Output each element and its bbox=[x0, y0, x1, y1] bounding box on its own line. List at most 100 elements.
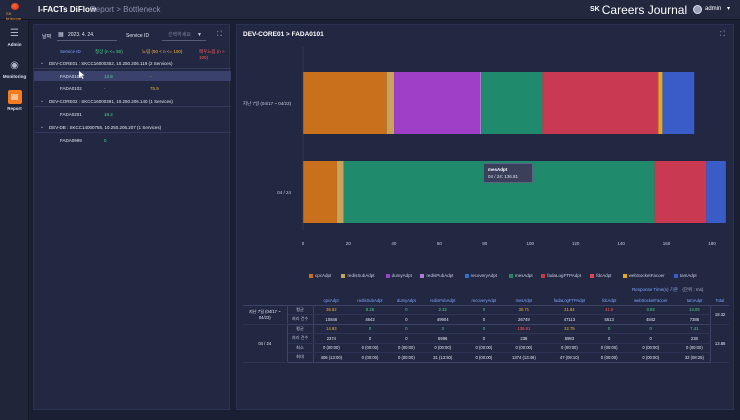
legend-swatch bbox=[673, 273, 678, 278]
legend-label: cpcAdpt bbox=[315, 273, 332, 278]
col-normal: 정상 (n <= 50) bbox=[95, 49, 123, 54]
stats-cell: 0 (00:00) bbox=[313, 343, 350, 353]
x-tick-label: 180 bbox=[708, 241, 716, 246]
legend-item[interactable]: redisPubAdpt bbox=[420, 273, 453, 278]
stats-cell: 406 (13:00) bbox=[313, 352, 350, 363]
user-avatar[interactable] bbox=[693, 5, 702, 14]
tooltip-value: 04 / 24: 136.81 bbox=[488, 174, 519, 179]
legend-item[interactable]: mesAdpt bbox=[508, 273, 533, 278]
stats-cell: 2.32 bbox=[421, 305, 464, 315]
bar-segment bbox=[654, 161, 707, 223]
tree-service-row[interactable]: FADA0201 18.2 bbox=[34, 109, 231, 119]
user-menu-chevron-icon[interactable]: ▾ bbox=[727, 6, 731, 12]
tree-service-row[interactable]: FADA0102 - 75.9 bbox=[34, 83, 231, 93]
stats-cell: 238 bbox=[504, 333, 544, 344]
service-id-placeholder: 선택하세요 bbox=[168, 32, 192, 38]
stats-column-header: tamAdpt bbox=[678, 296, 711, 306]
stats-total: 13.86 bbox=[710, 324, 729, 363]
legend-label: redisPubAdpt bbox=[426, 273, 454, 278]
logo-mark bbox=[11, 3, 19, 10]
legend-label: redisSubAdpt bbox=[347, 273, 375, 278]
date-picker[interactable]: ▦ 2023. 4. 24. bbox=[57, 30, 117, 41]
stats-cell: 5983 bbox=[543, 333, 596, 344]
tooltip-series: mesAdpt bbox=[488, 167, 508, 172]
report-icon: ▤ bbox=[7, 90, 22, 104]
expand-icon[interactable]: ⛶ bbox=[720, 31, 725, 38]
col-critical: 매우느림 (n > 100) bbox=[199, 49, 225, 60]
service-normal-value: 13.8 bbox=[104, 74, 113, 79]
stats-cell: 3 bbox=[421, 324, 464, 334]
calendar-icon: ▦ bbox=[58, 32, 64, 38]
legend-item[interactable]: fdcAdpt bbox=[590, 273, 611, 278]
stats-corner bbox=[287, 296, 313, 306]
stats-cell: 0 bbox=[623, 333, 679, 344]
legend-label: fadaLogFTPAdpt bbox=[547, 273, 581, 278]
tree-group[interactable]: ⌄ DEV-CORE02 : SKCC16000391, 10.250.206.… bbox=[34, 97, 231, 107]
legend-item[interactable]: redisSubAdpt bbox=[341, 273, 374, 278]
tree-header: Service ID 정상 (n <= 50) 느림 (50 < n <= 10… bbox=[34, 47, 231, 60]
collapse-chevron-icon[interactable]: ⌄ bbox=[40, 60, 45, 66]
stats-group-label: 지난 7일 (04/17 ~ 04/23) bbox=[243, 305, 288, 325]
stats-sub-label: 평균 bbox=[287, 324, 314, 334]
user-name[interactable]: admin bbox=[705, 6, 722, 12]
stats-cell: 26749 bbox=[504, 314, 544, 325]
stats-cell: 0 bbox=[463, 305, 505, 315]
bar-segment bbox=[657, 72, 659, 134]
stats-caption: Response Time(s) 기준 (단위 : ms) bbox=[632, 287, 703, 293]
stats-column-header: Total bbox=[710, 296, 729, 306]
logo-text: SK telecom bbox=[6, 11, 22, 21]
stats-cell: 4842 bbox=[349, 314, 391, 325]
stats-cell: 1374 (13:46) bbox=[504, 352, 544, 363]
legend-swatch bbox=[420, 273, 425, 278]
legend-swatch bbox=[508, 273, 513, 278]
x-tick-label: 60 bbox=[437, 241, 443, 246]
tree-group[interactable]: ⌄ DEV-DB : SKCC14000755, 10.250.206.207 … bbox=[34, 123, 231, 133]
tree-service-row[interactable]: FADA0999 0 bbox=[34, 135, 231, 145]
legend-item[interactable]: dumyAdpt bbox=[385, 273, 412, 278]
service-id-select[interactable]: 선택하세요 ▼ bbox=[162, 30, 206, 41]
legend-swatch bbox=[385, 273, 390, 278]
tree-service-row[interactable]: FADA0101 13.8 - bbox=[34, 71, 231, 81]
stats-group-label: 04 / 24 bbox=[243, 324, 288, 363]
legend-label: fdcAdpt bbox=[596, 273, 612, 278]
expand-icon[interactable]: ⛶ bbox=[217, 31, 222, 38]
legend-item[interactable]: webSocketFacoer bbox=[622, 273, 665, 278]
stats-cell: 0 bbox=[390, 305, 422, 315]
stats-column-header: cpcAdpt bbox=[313, 296, 350, 306]
stats-cell: 10846 bbox=[313, 314, 350, 325]
bar-segment bbox=[481, 72, 543, 134]
stats-row: 최대 406 (13:00) 0 (00:00) 0 (00:00) 31 (13:50… bbox=[243, 352, 729, 363]
side-nav: ☰ Admin ◉ Monitoring ▤ Report bbox=[0, 20, 29, 420]
stats-cell: 0 (00:00) bbox=[623, 352, 679, 363]
stats-column-header: dumyAdpt bbox=[390, 296, 422, 306]
stats-cell: 47 (09:10) bbox=[543, 352, 596, 363]
tree-group[interactable]: ⌄ DEV-CORE01 : SKCC16000352, 10.250.206.… bbox=[34, 59, 231, 69]
x-tick-label: 100 bbox=[526, 241, 534, 246]
bar-segment bbox=[662, 72, 695, 134]
legend-item[interactable]: cpcAdpt bbox=[309, 273, 331, 278]
stats-cell: 0 bbox=[390, 314, 422, 325]
stats-column-header: webSocketFacoer bbox=[623, 296, 679, 306]
service-normal-value: 0 bbox=[104, 138, 107, 143]
stats-unit: (단위 : ms) bbox=[682, 287, 704, 292]
bar-segment bbox=[336, 161, 344, 223]
bar-segment bbox=[479, 72, 482, 134]
legend-swatch bbox=[309, 273, 313, 278]
collapse-chevron-icon[interactable]: ⌄ bbox=[40, 98, 45, 104]
collapse-chevron-icon[interactable]: ⌄ bbox=[40, 124, 45, 130]
x-tick-label: 0 bbox=[302, 241, 305, 246]
bar-segment bbox=[658, 72, 663, 134]
sliders-icon: ☰ bbox=[10, 28, 19, 39]
legend-item[interactable]: tamAdpt bbox=[673, 273, 697, 278]
service-warning-value: - bbox=[150, 74, 152, 79]
nav-item-admin[interactable]: ☰ Admin bbox=[0, 24, 29, 54]
nav-item-monitoring[interactable]: ◉ Monitoring bbox=[0, 56, 29, 86]
legend-item[interactable]: fadaLogFTPAdpt bbox=[541, 273, 581, 278]
legend-item[interactable]: recoveryAdpt bbox=[464, 273, 497, 278]
group-label: DEV-CORE02 : SKCC16000391, 10.250.206.14… bbox=[49, 99, 173, 104]
stats-header-row: cpcAdpt redisSubAdpt dumyAdpt redisPubAdpt r… bbox=[243, 296, 729, 306]
company-logo[interactable]: SK telecom bbox=[5, 3, 27, 21]
stats-cell: 0 (00:00) bbox=[421, 343, 464, 353]
legend-swatch bbox=[622, 273, 627, 278]
nav-item-report[interactable]: ▤ Report bbox=[0, 86, 29, 116]
